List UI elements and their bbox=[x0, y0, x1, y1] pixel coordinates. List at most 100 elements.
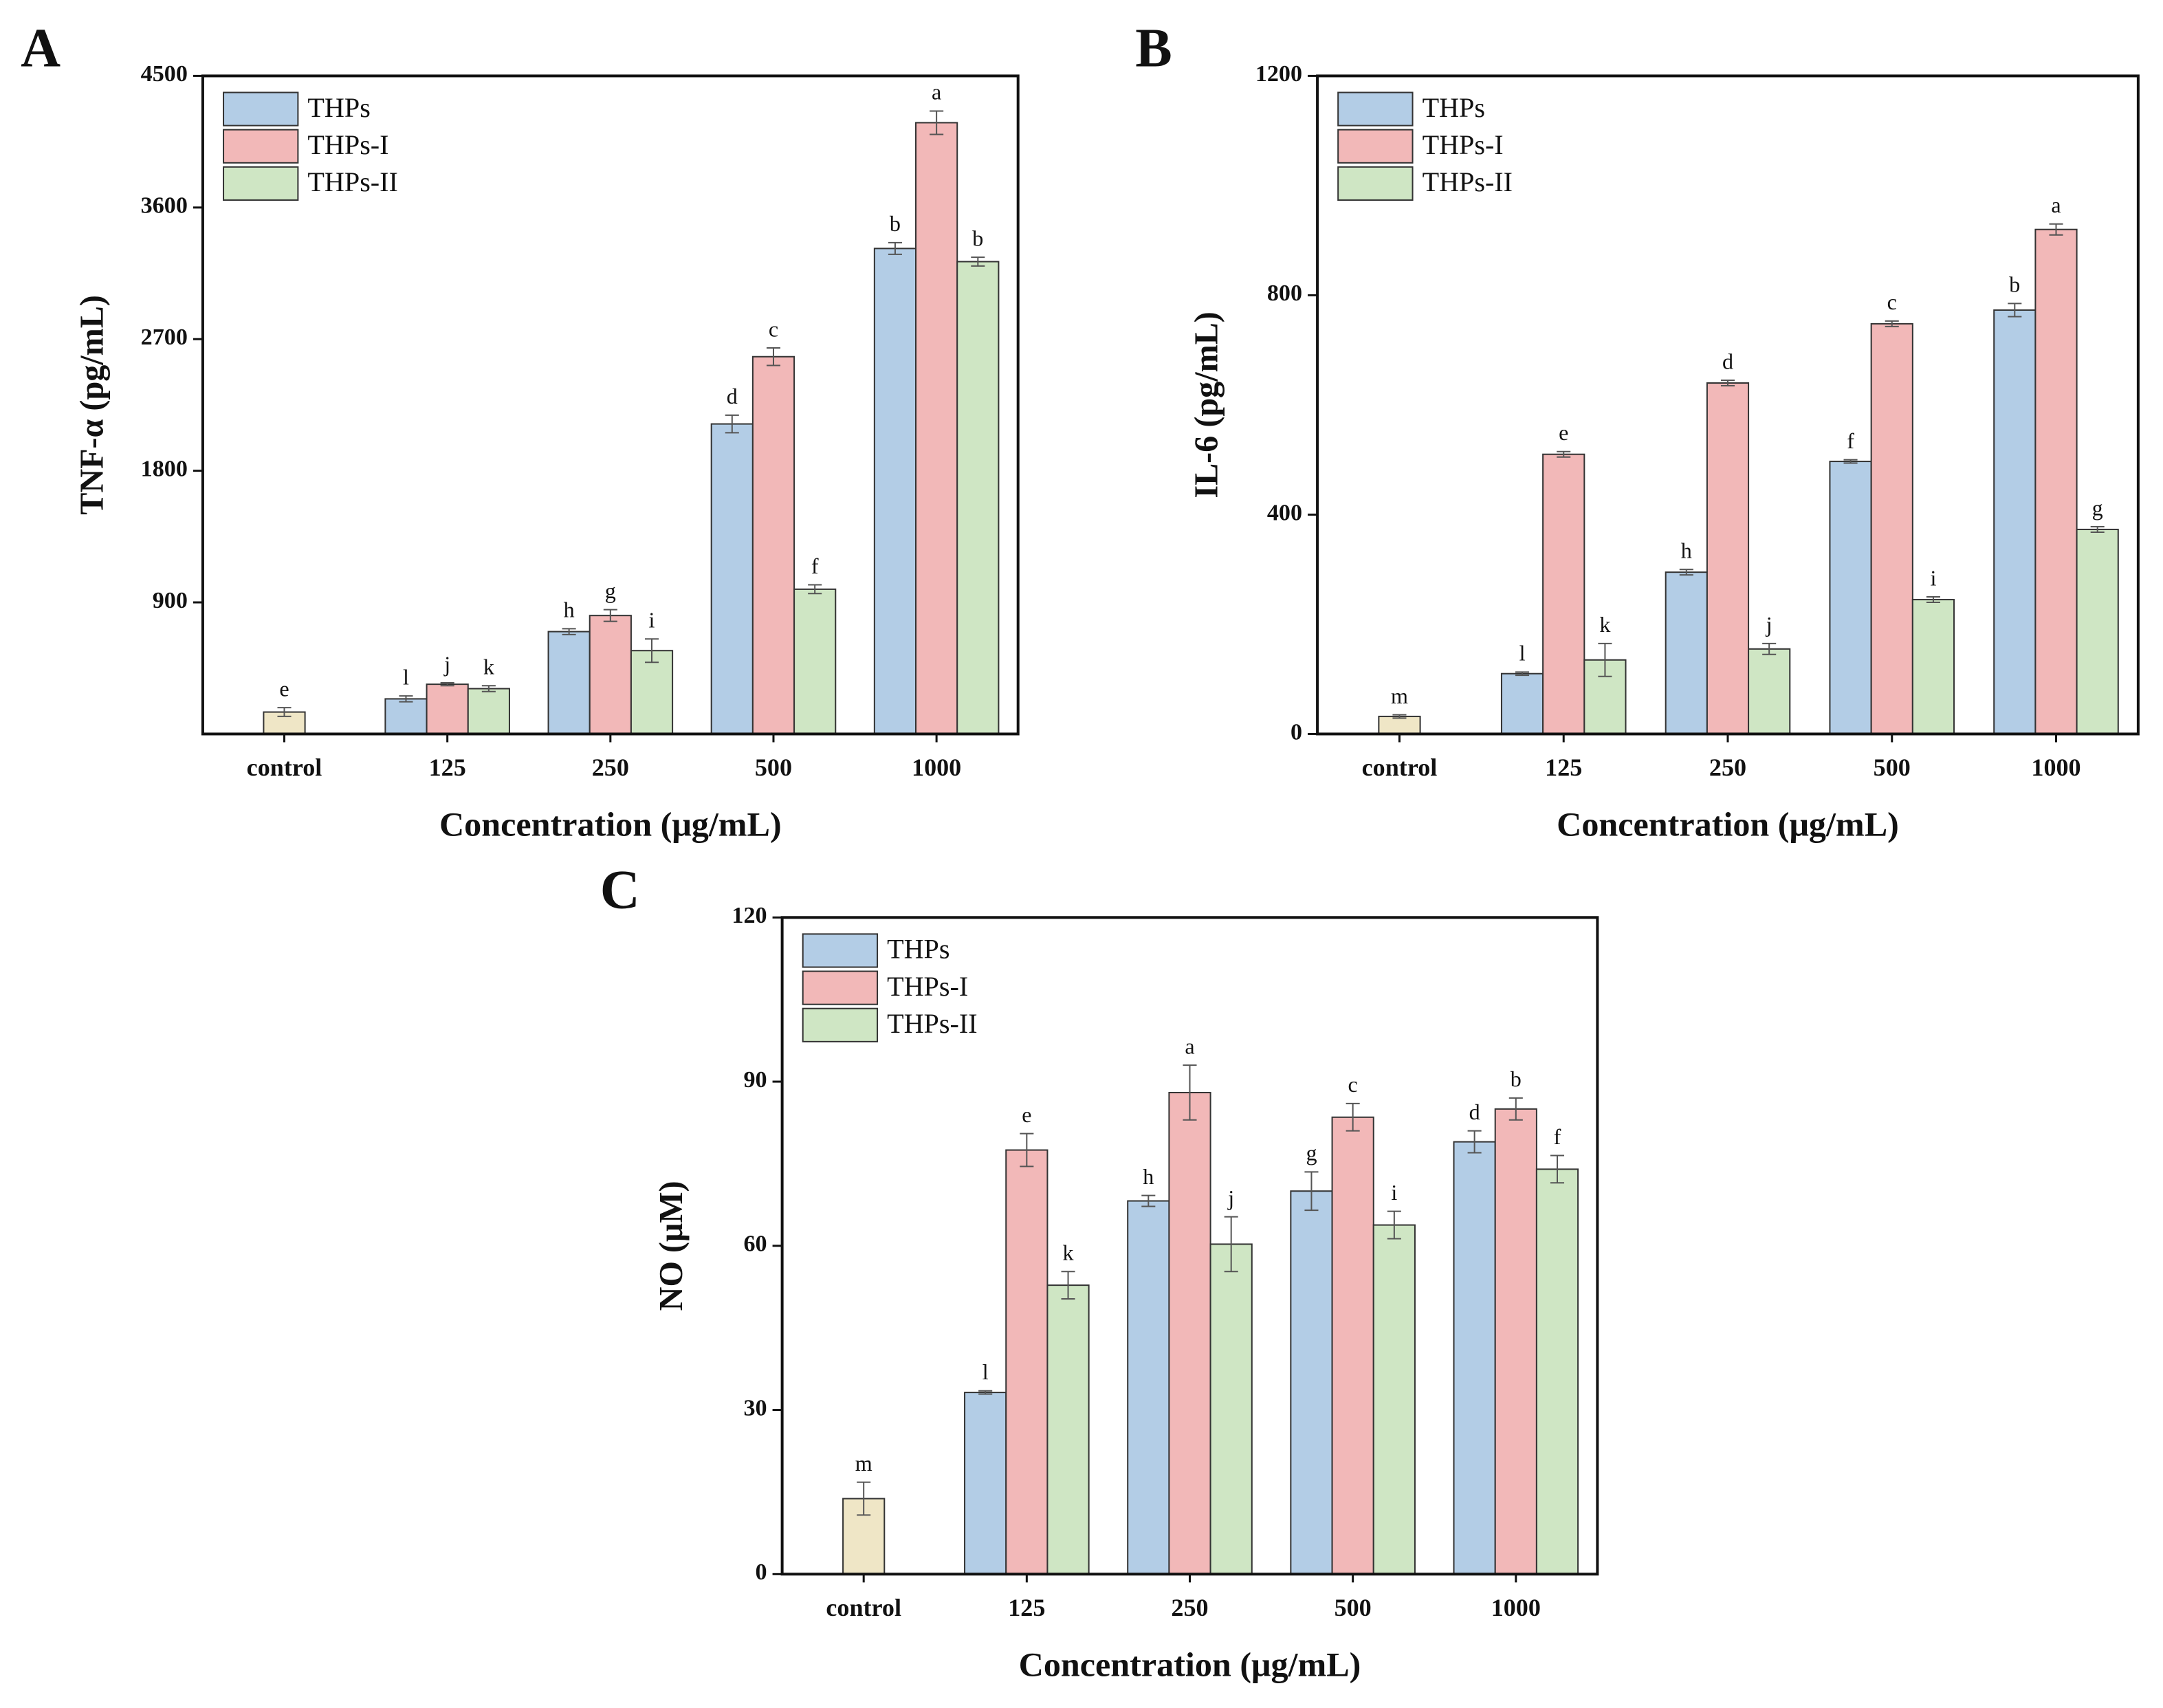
bar bbox=[1005, 1149, 1048, 1575]
legend-swatch bbox=[1337, 91, 1414, 127]
bar bbox=[589, 615, 632, 735]
panel-label: A bbox=[21, 18, 61, 79]
bar bbox=[1500, 672, 1544, 735]
control-bar bbox=[1378, 715, 1421, 735]
bar bbox=[1453, 1141, 1496, 1575]
bar bbox=[630, 650, 674, 735]
bar bbox=[1993, 309, 2036, 735]
significance-label: c bbox=[769, 316, 778, 341]
panel-label: B bbox=[1135, 18, 1172, 79]
legend-swatch bbox=[1337, 129, 1414, 164]
bar bbox=[2034, 228, 2078, 735]
significance-label: l bbox=[1519, 641, 1526, 666]
bar bbox=[873, 248, 917, 735]
legend-swatch bbox=[223, 129, 299, 164]
y-tick-label: 4500 bbox=[141, 61, 188, 87]
significance-label: k bbox=[1599, 612, 1611, 637]
bar bbox=[915, 122, 958, 735]
bar bbox=[1870, 322, 1913, 735]
legend-swatch bbox=[802, 933, 879, 968]
y-tick-label: 900 bbox=[153, 588, 188, 613]
panel-label: C bbox=[600, 860, 640, 921]
bar bbox=[1046, 1284, 1090, 1575]
plot-frame bbox=[1316, 74, 2140, 736]
significance-label: e bbox=[1022, 1102, 1031, 1127]
bar bbox=[1706, 382, 1750, 735]
legend-swatch bbox=[802, 1007, 879, 1042]
y-tick-label: 30 bbox=[743, 1395, 767, 1421]
significance-label: h bbox=[564, 598, 575, 622]
bar bbox=[426, 683, 469, 735]
x-tick-label: 250 bbox=[592, 754, 629, 781]
x-tick-label: 125 bbox=[429, 754, 466, 781]
significance-label: l bbox=[982, 1359, 989, 1384]
legend-swatch bbox=[1337, 166, 1414, 201]
x-axis-label: Concentration (μg/mL) bbox=[1557, 804, 1899, 843]
y-tick-label: 0 bbox=[755, 1559, 767, 1585]
y-tick-label: 1200 bbox=[1255, 61, 1302, 87]
significance-label: b bbox=[890, 211, 901, 236]
legend-label: THPs bbox=[307, 92, 370, 123]
x-tick-label: 1000 bbox=[912, 754, 961, 781]
bar bbox=[751, 355, 795, 735]
significance-label: f bbox=[811, 554, 819, 578]
significance-label: k bbox=[1063, 1240, 1075, 1264]
x-axis-label: Concentration (μg/mL) bbox=[439, 804, 782, 843]
significance-label: l bbox=[403, 664, 409, 689]
significance-label: h bbox=[1143, 1164, 1154, 1189]
legend-label: THPs-II bbox=[887, 1008, 977, 1039]
legend-label: THPs bbox=[887, 934, 949, 965]
x-tick-label: 250 bbox=[1171, 1594, 1208, 1621]
significance-label: i bbox=[649, 607, 655, 632]
plot-frame bbox=[780, 916, 1599, 1576]
x-tick-label: control bbox=[826, 1594, 901, 1621]
bar bbox=[547, 631, 591, 735]
bar bbox=[1829, 461, 1872, 735]
significance-label: f bbox=[1847, 428, 1854, 453]
significance-label: e bbox=[1559, 420, 1568, 445]
bar bbox=[1290, 1190, 1333, 1575]
bar bbox=[1748, 648, 1791, 735]
significance-label: i bbox=[1391, 1180, 1397, 1205]
bar bbox=[964, 1392, 1007, 1575]
y-axis-label: NO (μM) bbox=[653, 1181, 690, 1311]
bar bbox=[1911, 599, 1955, 735]
significance-label: g bbox=[605, 578, 616, 603]
significance-label: a bbox=[932, 80, 941, 105]
significance-label: h bbox=[1681, 538, 1692, 562]
legend-label: THPs-II bbox=[1423, 166, 1513, 197]
legend-label: THPs-I bbox=[1423, 129, 1504, 160]
y-axis-label: IL-6 (pg/mL) bbox=[1189, 311, 1225, 498]
significance-label: i bbox=[1930, 565, 1936, 590]
y-tick-label: 3600 bbox=[141, 193, 188, 219]
bar bbox=[1494, 1108, 1537, 1575]
y-tick-label: 1800 bbox=[141, 456, 188, 481]
panel: A TNF-α (pg/mL) Concentration (μg/mL) 900 18… bbox=[21, 18, 1020, 843]
significance-label: j bbox=[1227, 1185, 1234, 1210]
bar bbox=[1331, 1116, 1374, 1575]
bar bbox=[467, 688, 510, 735]
significance-label: g bbox=[1306, 1141, 1317, 1165]
legend-swatch bbox=[223, 91, 299, 127]
bar bbox=[710, 423, 754, 735]
significance-label: k bbox=[483, 655, 495, 679]
panel: B IL-6 (pg/mL) Concentration (μg/mL) 0 400 80… bbox=[1135, 18, 2140, 843]
x-axis-label: Concentration (μg/mL) bbox=[1019, 1645, 1361, 1683]
significance-label: d bbox=[1469, 1099, 1480, 1124]
significance-label: f bbox=[1554, 1124, 1561, 1149]
significance-label: g bbox=[2092, 495, 2103, 520]
significance-label: j bbox=[1766, 612, 1772, 637]
y-tick-label: 800 bbox=[1267, 281, 1302, 306]
bar bbox=[2076, 528, 2119, 735]
legend-label: THPs-II bbox=[307, 166, 397, 197]
significance-label: a bbox=[2051, 193, 2061, 217]
x-tick-label: control bbox=[1362, 754, 1438, 781]
bar bbox=[1127, 1200, 1170, 1575]
y-tick-label: 400 bbox=[1267, 500, 1302, 525]
significance-label: c bbox=[1348, 1072, 1358, 1097]
bar bbox=[1665, 571, 1708, 735]
y-tick-label: 90 bbox=[743, 1067, 767, 1093]
bar bbox=[1168, 1091, 1211, 1575]
x-tick-label: 250 bbox=[1709, 754, 1746, 781]
